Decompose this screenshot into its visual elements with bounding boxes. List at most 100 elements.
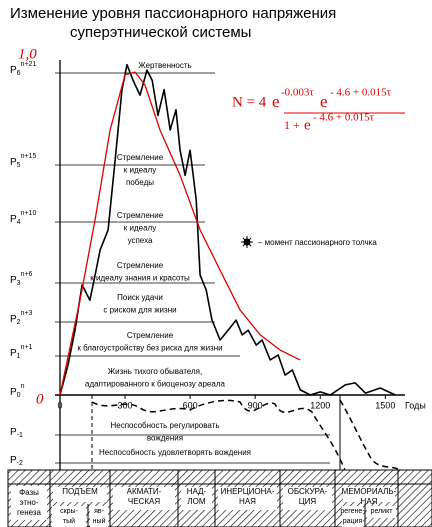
y-tick-label: P5n+15 xyxy=(10,153,36,169)
level-label: Жертвенность xyxy=(138,61,191,70)
y-tick-sup: n+1 xyxy=(21,344,33,351)
phase-label: генеза xyxy=(17,508,42,517)
x-tick-label: 600 xyxy=(183,400,198,410)
phase-label: скры- xyxy=(60,508,78,515)
phase-label: ИНЕРЦИОНА- xyxy=(221,487,275,496)
phase-cell-bg xyxy=(52,506,86,527)
phase-cell-bg xyxy=(11,486,47,520)
y-tick-sub: 3 xyxy=(17,280,21,287)
formula-exp: - 4.6 + 0.015τ xyxy=(313,112,375,124)
y-tick-sup: n+3 xyxy=(21,310,33,317)
series-line xyxy=(59,71,301,396)
formula: N = 4 e -0.003τ e - 4.6 + 0.015τ 1 + e -… xyxy=(232,87,405,133)
y-tick-letter: P xyxy=(10,214,17,225)
phase-label: ный xyxy=(93,517,106,525)
phase-label: регене- xyxy=(340,508,365,515)
level-label: к идеалу xyxy=(124,166,156,175)
y-tick-label: P4n+10 xyxy=(10,210,36,226)
level-label: Стремление xyxy=(127,331,174,340)
y-tick-label: P6n+21 xyxy=(10,61,36,77)
y-tick-letter: P xyxy=(10,387,17,398)
y-tick-sub: 4 xyxy=(17,219,21,226)
y-tick-sub: 0 xyxy=(17,392,21,399)
phase-label: Фазы xyxy=(19,488,39,497)
phase-label: ПОДЪЕМ xyxy=(62,487,98,496)
y-tick-label: P2n+3 xyxy=(10,310,33,326)
y-tick-letter: P xyxy=(10,157,17,168)
phase-cell-bg xyxy=(181,487,212,510)
phase-label: ЧЕСКАЯ xyxy=(128,497,160,506)
y-tick-letter: P xyxy=(10,455,17,466)
y-tick-label: P3n+6 xyxy=(10,271,33,287)
phase-label: НАЯ xyxy=(361,497,378,506)
level-label: успеха xyxy=(128,236,153,245)
phase-cell-bg xyxy=(90,506,108,527)
y-tick-sup: n+21 xyxy=(21,61,37,68)
y-tick-sub: 5 xyxy=(17,162,21,169)
y-tick-letter: P xyxy=(10,275,17,286)
phase-cell-bg xyxy=(342,506,363,527)
phase-label: рация xyxy=(343,518,363,525)
level-label: Стремление xyxy=(117,153,164,162)
level-label: Неспособность удовлетворять вождения xyxy=(99,448,251,457)
y-tick-letter: P xyxy=(10,314,17,325)
x-tick-label: 1200 xyxy=(310,400,330,410)
y-tick-label: P1n+1 xyxy=(10,344,33,360)
phase-label: тый xyxy=(63,517,75,525)
phase-label: ЦИЯ xyxy=(299,497,317,506)
phase-cell-bg xyxy=(283,487,332,510)
y-tick-sub: 6 xyxy=(17,70,21,77)
phase-label: НАЯ xyxy=(239,497,256,506)
red-label: 0 xyxy=(36,391,44,407)
x-axis-label: Годы xyxy=(405,400,426,410)
level-label: Стремление xyxy=(117,211,164,220)
level-label: Неспособность регулировать xyxy=(111,421,220,430)
series-line xyxy=(59,63,396,396)
y-tick-label: P-2 xyxy=(10,455,23,467)
y-tick-letter: P xyxy=(10,427,17,438)
phase-label: АКМАТИ- xyxy=(127,487,162,496)
phase-cell-bg xyxy=(367,506,396,518)
formula-e: e xyxy=(304,117,311,133)
y-tick-sub: -2 xyxy=(17,460,23,467)
x-tick-label: 900 xyxy=(248,400,263,410)
y-tick-label: P0n xyxy=(10,383,25,399)
y-tick-letter: P xyxy=(10,348,17,359)
y-tick-letter: P xyxy=(10,65,17,76)
x-tick-label: 1500 xyxy=(375,400,395,410)
y-tick-sup: n xyxy=(21,383,25,390)
x-tick-label: 0 xyxy=(57,400,62,410)
phase-label: этно- xyxy=(19,498,38,507)
y-tick-label: P-1 xyxy=(10,427,23,439)
level-label: с риском для жизни xyxy=(103,306,176,315)
level-label: адаптированного к биоценозу ареала xyxy=(85,380,225,389)
formula-e: e xyxy=(320,92,328,111)
legend-icon xyxy=(241,236,253,248)
phase-label: яв- xyxy=(94,508,105,515)
formula-e: e xyxy=(272,92,280,111)
chart-title: суперэтнической системы xyxy=(70,24,251,41)
phase-label: НАД- xyxy=(187,487,207,496)
chart-title: Изменение уровня пассионарного напряжени… xyxy=(10,5,336,22)
phase-label: МЕМОРИАЛЬ- xyxy=(342,487,397,496)
level-label: к идеалу знания и красоты xyxy=(90,274,190,283)
formula-exp: -0.003τ xyxy=(281,87,314,99)
formula-denominator: 1 + xyxy=(284,118,300,132)
red-label: 1,0 xyxy=(18,46,37,62)
level-label: Жизнь тихого обывателя, xyxy=(108,367,202,376)
y-tick-sup: n+15 xyxy=(21,153,37,160)
y-tick-sub: -1 xyxy=(17,432,23,439)
formula-lhs: N = 4 xyxy=(232,94,267,110)
y-tick-sup: n+10 xyxy=(21,210,37,217)
level-label: вождения xyxy=(147,434,183,443)
formula-exp: - 4.6 + 0.015τ xyxy=(330,87,392,99)
level-label: победы xyxy=(126,178,154,187)
level-label: Поиск удачи xyxy=(117,293,163,302)
y-tick-sup: n+6 xyxy=(21,271,33,278)
level-label: Стремление xyxy=(117,261,164,270)
legend-label: – момент пассионарного толчка xyxy=(258,238,377,247)
level-label: к благоустройству без риска для жизни xyxy=(77,344,222,353)
phase-cell-bg xyxy=(218,487,277,510)
phase-cell-bg xyxy=(53,487,107,502)
phase-label: ОБСКУРА- xyxy=(288,487,328,496)
